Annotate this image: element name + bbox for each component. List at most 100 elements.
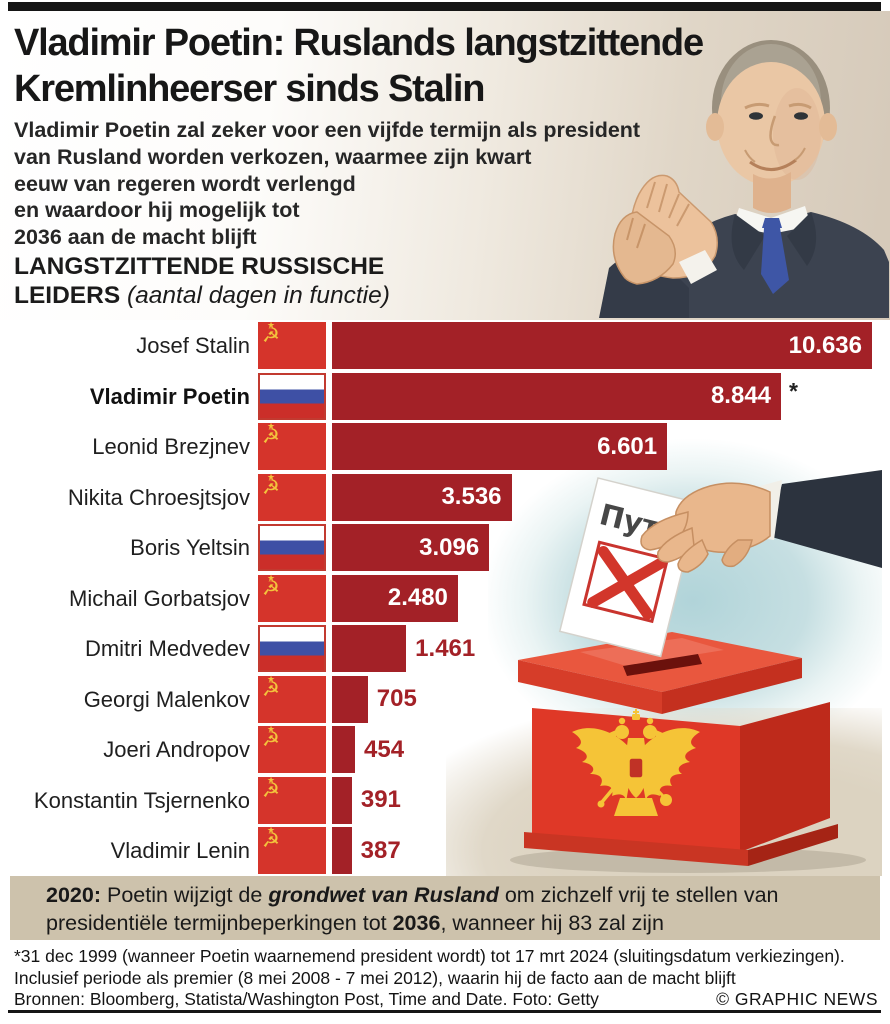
hammer-sickle-icon: ☭: [262, 678, 280, 701]
value-bar: 8.844: [332, 372, 782, 420]
bar-zone: 705: [332, 675, 882, 723]
russia-flag-icon: [258, 625, 326, 672]
bar-row: Joeri Andropov ★ ☭ 454: [0, 724, 882, 773]
bar-zone: 10.636: [332, 322, 882, 369]
bar-row: Michail Gorbatsjov ★ ☭ 2.480: [0, 572, 882, 622]
hammer-sickle-icon: ☭: [262, 779, 280, 802]
leader-name: Leonid Brezjnev: [92, 434, 250, 459]
value-label: 391: [360, 786, 401, 813]
leader-name: Konstantin Tsjernenko: [33, 787, 250, 813]
copyright-text: © GRAPHIC NEWS: [716, 989, 878, 1010]
double-eagle-emblem: [572, 709, 700, 816]
ballot-slot: [623, 654, 702, 676]
bar-zone: 6.601: [332, 423, 882, 470]
nose: [769, 115, 780, 147]
value-bar: [332, 675, 368, 723]
hammer-sickle-icon: ☭: [262, 426, 280, 448]
bar-zone: 3.096: [332, 524, 882, 571]
bar-row: Dmitri Medvedev 1.461: [0, 625, 882, 672]
value-label: 2.480: [387, 584, 448, 611]
note-segment: Poetin wijzigt de: [101, 883, 269, 907]
sources-text: Bronnen: Bloomberg, Statista/Washington …: [14, 989, 599, 1010]
chart-title-line2: LEIDERS: [14, 282, 121, 309]
voting-hand: [640, 470, 882, 573]
intro-line: van Rusland worden verkozen, waarmee zij…: [14, 144, 532, 169]
bar-zone: 1.461: [332, 625, 882, 672]
note-segment: 2020:: [46, 883, 101, 907]
putin-photo: [599, 40, 889, 318]
note-segment: om zichzelf vrij te stellen: [498, 883, 738, 907]
suit-sleeve: [768, 470, 882, 568]
leader-name: Vladimir Lenin: [110, 838, 250, 863]
page-title: Vladimir Poetin: Ruslands langstzittende…: [14, 20, 704, 112]
note-text: 2020: Poetin wijzigt de grondwet van Rus…: [46, 881, 836, 937]
footnote-line2: Inclusief periode als premier (8 mei 200…: [14, 967, 736, 988]
value-label: 387: [360, 836, 401, 864]
red-x-mark: [587, 545, 666, 620]
value-label: 3.096: [419, 533, 480, 561]
hammer-sickle-icon: ☭: [262, 729, 280, 751]
intro-line: en waardoor hij mogelijk tot: [14, 198, 300, 223]
bar-zone: 387: [332, 827, 882, 874]
bar-rows: Josef Stalin ★ ☭ 10.636 Vladimir Poetin 8.844…: [0, 320, 882, 874]
star-icon: ★: [267, 825, 276, 835]
tie: [762, 218, 782, 228]
soviet-flag-icon: ★ ☭: [258, 421, 326, 470]
leader-name: Joeri Andropov: [103, 737, 250, 762]
chart-subtitle: (aantal dagen in functie): [127, 282, 390, 309]
intro-line: 2036 aan de macht blijft: [14, 225, 257, 250]
value-bar: 2.480: [332, 574, 458, 622]
note-segment: 2036: [392, 911, 441, 935]
face: [717, 62, 825, 186]
bar-zone: 3.536: [332, 473, 882, 521]
eye: [794, 112, 808, 120]
value-label: 6.601: [597, 432, 658, 460]
top-rule: [8, 2, 881, 11]
bar-row: Boris Yeltsin 3.096: [0, 524, 882, 571]
bar-zone: 2.480: [332, 574, 882, 622]
star-icon: ★: [267, 471, 276, 482]
soviet-flag-icon: ★ ☭: [258, 471, 326, 521]
soviet-flag-icon: ★ ☭: [258, 320, 326, 369]
leader-name: Vladimir Poetin: [89, 383, 250, 409]
shirt-cuff: [679, 250, 717, 284]
bar-row: Nikita Chroesjtsjov ★ ☭ 3.536: [0, 471, 882, 521]
intro-line: eeuw van regeren wordt verlengd: [14, 171, 356, 196]
hammer-sickle-icon: ☭: [262, 476, 280, 499]
soviet-flag-icon: ★ ☭: [258, 724, 326, 773]
leader-name: Michail Gorbatsjov: [69, 585, 250, 611]
value-bar: 3.096: [332, 524, 490, 571]
footnote-marker: *: [789, 377, 798, 404]
bottom-rule: [8, 1010, 881, 1013]
ear: [706, 113, 724, 141]
value-bar: [332, 625, 407, 672]
footer: *31 dec 1999 (wanneer Poetin waarnemend …: [14, 946, 878, 1011]
value-bar: 6.601: [332, 423, 668, 470]
title-line1: Vladimir Poetin: Ruslands langstzittende: [14, 22, 704, 64]
hammer-sickle-icon: ☭: [262, 830, 280, 852]
intro-paragraph: Vladimir Poetin zal zeker voor een vijfd…: [14, 117, 640, 251]
note-segment: grondwet van Rusland: [268, 883, 499, 907]
soviet-flag-icon: ★ ☭: [258, 825, 326, 874]
value-label: 1.461: [415, 634, 476, 662]
value-label: 8.844: [710, 382, 772, 409]
bar-row: Vladimir Lenin ★ ☭ 387: [0, 825, 882, 874]
bar-row: Konstantin Tsjernenko ★ ☭ 391: [0, 774, 882, 824]
star-icon: ★: [267, 572, 276, 583]
star-icon: ★: [267, 774, 276, 785]
value-bar: [332, 827, 352, 874]
hammer-sickle-icon: ☭: [262, 325, 280, 347]
soviet-flag-icon: ★ ☭: [258, 674, 326, 723]
soviet-flag-icon: ★ ☭: [258, 572, 326, 622]
star-icon: ★: [267, 421, 276, 431]
value-bar: 3.536: [332, 473, 512, 521]
bar-row: Josef Stalin ★ ☭ 10.636: [0, 320, 882, 369]
leader-name: Josef Stalin: [136, 333, 250, 358]
intro-line: Vladimir Poetin zal zeker voor een vijfd…: [14, 118, 641, 142]
value-label: 705: [376, 685, 417, 712]
value-bar: [332, 726, 356, 773]
ballot-checkbox: [582, 540, 670, 624]
ear: [819, 113, 837, 141]
value-label: 454: [364, 735, 405, 763]
